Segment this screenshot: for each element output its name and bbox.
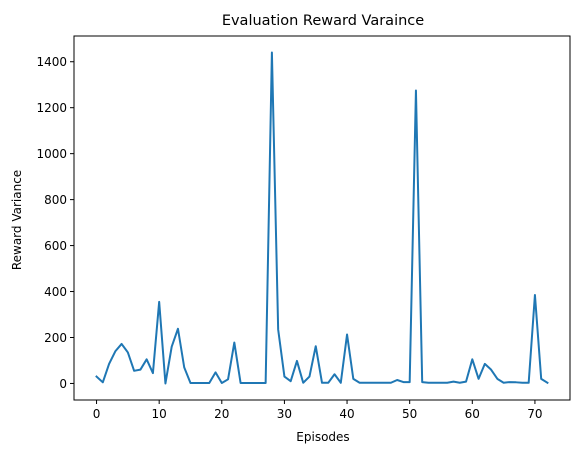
- series-line-0: [95, 51, 549, 385]
- plot-area: [73, 35, 571, 401]
- y-tick-label: 0: [59, 377, 67, 391]
- y-axis: 0 200 400 600 800 1000 1200 1400: [36, 55, 74, 391]
- y-axis-label: Reward Variance: [10, 170, 24, 270]
- x-tick-label: 50: [402, 407, 417, 421]
- plot-frame: [73, 35, 571, 401]
- chart-title: Evaluation Reward Varaince: [222, 13, 424, 29]
- x-tick-label: 0: [93, 407, 101, 421]
- x-tick-label: 40: [339, 407, 354, 421]
- x-tick-label: 60: [465, 407, 480, 421]
- y-tick-label: 800: [44, 193, 67, 207]
- y-tick-label: 1400: [36, 55, 67, 69]
- x-tick-label: 10: [152, 407, 167, 421]
- x-tick-label: 30: [277, 407, 292, 421]
- y-tick-label: 1000: [36, 147, 67, 161]
- y-tick-label: 1200: [36, 101, 67, 115]
- x-axis-label: Episodes: [296, 430, 349, 444]
- x-tick-label: 70: [527, 407, 542, 421]
- y-tick-label: 600: [44, 239, 67, 253]
- x-axis: 0 10 20 30 40 50 60 70: [93, 400, 543, 421]
- x-tick-label: 20: [214, 407, 229, 421]
- y-tick-label: 200: [44, 331, 67, 345]
- y-tick-label: 400: [44, 285, 67, 299]
